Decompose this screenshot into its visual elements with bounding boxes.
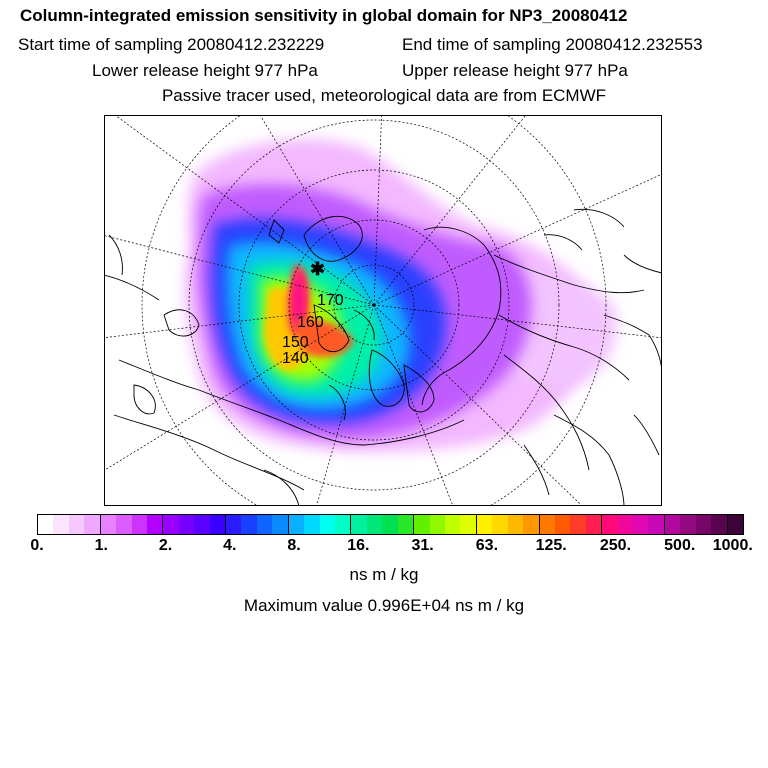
trajectory-label-3: 150 [282,334,309,351]
colorbar-segment [727,515,743,534]
colorbar-segment [570,515,586,534]
map-frame [104,115,662,506]
colorbar-tick-label: 4. [223,537,237,554]
colorbar-segment [163,515,179,534]
colorbar-segment [585,515,603,534]
maximum-value-label: Maximum value 0.996E+04 ns m / kg [243,596,525,615]
plot-title: Column-integrated emission sensitivity i… [20,6,628,25]
colorbar-segment [194,515,210,534]
colorbar-segment [100,515,117,534]
sensitivity-field [184,139,617,452]
tracer-note: Passive tracer used, meteorological data… [161,86,607,105]
colorbar-segment [272,515,289,534]
colorbar-segment [178,515,195,534]
colorbar-segment [648,515,665,534]
colorbar-tick-label: 63. [475,537,499,554]
upper-release-height-label: Upper release height 977 hPa [402,61,628,80]
coastlines [104,208,662,506]
colorbar-segment [366,515,383,534]
colorbar-segment [554,515,571,534]
colorbar-segment [633,515,649,534]
colorbar-segment [382,515,398,534]
graticule [104,115,662,506]
lower-release-height-label: Lower release height 977 hPa [92,61,318,80]
colorbar-segment [492,515,508,534]
colorbar-tick-label: 16. [347,537,370,554]
colorbar-segment [209,515,227,534]
colorbar-segment [53,515,69,534]
end-time-label: End time of sampling 20080412.232553 [402,35,703,54]
colorbar-segment [617,515,634,534]
trajectory-labels: ✱ 170 160 150 140 [282,259,344,367]
colorbar-segment [539,515,555,534]
colorbar-segment [414,515,430,534]
colorbar-segment [304,515,320,534]
colorbar-segment [476,515,493,534]
colorbar-segment [288,515,305,534]
colorbar-segment [507,515,524,534]
release-point-marker: ✱ [310,259,325,279]
colorbar-tick-label: 8. [287,537,301,554]
trajectory-label-4: 140 [282,350,309,367]
colorbar-segment [38,515,54,534]
colorbar-tick-label: 2. [158,537,173,554]
colorbar-tick-label: 1. [94,537,108,554]
colorbar-segment [523,515,540,534]
trajectory-label-1: 170 [317,292,344,309]
colorbar-tick-label: 31. [411,537,434,554]
colorbar-segment [84,515,101,534]
colorbar-segment [680,515,696,534]
colorbar-tick-label: 125. [535,537,567,554]
colorbar-segment [444,515,461,534]
colorbar-segment [351,515,367,534]
colorbar-segment [226,515,242,534]
colorbar-segment [116,515,132,534]
colorbar-segment [131,515,147,534]
colorbar-segment [319,515,336,534]
colorbar-segment [68,515,85,534]
colorbar-segment [256,515,273,534]
emission-sensitivity-map: ✱ 170 160 150 140 [104,115,662,506]
colorbar-units: ns m / kg [349,565,419,584]
colorbar-segment [429,515,445,534]
colorbar-segment [146,515,164,534]
colorbar-segment [602,515,618,534]
colorbar-segment [335,515,352,534]
colorbar-tick-label: 1000. [712,537,753,554]
trajectory-label-2: 160 [297,314,324,331]
colorbar-segment [241,515,257,534]
colorbar-segment [695,515,712,534]
colorbar-tick-label: 500. [664,537,696,554]
colorbar-tick-label: 0. [30,537,44,554]
colorbar-tick-label: 250. [599,537,632,554]
start-time-label: Start time of sampling 20080412.232229 [18,35,325,54]
colorbar-segment [711,515,728,534]
colorbar [37,514,744,535]
colorbar-segment [460,515,477,534]
colorbar-segment [397,515,415,534]
colorbar-segment [664,515,681,534]
